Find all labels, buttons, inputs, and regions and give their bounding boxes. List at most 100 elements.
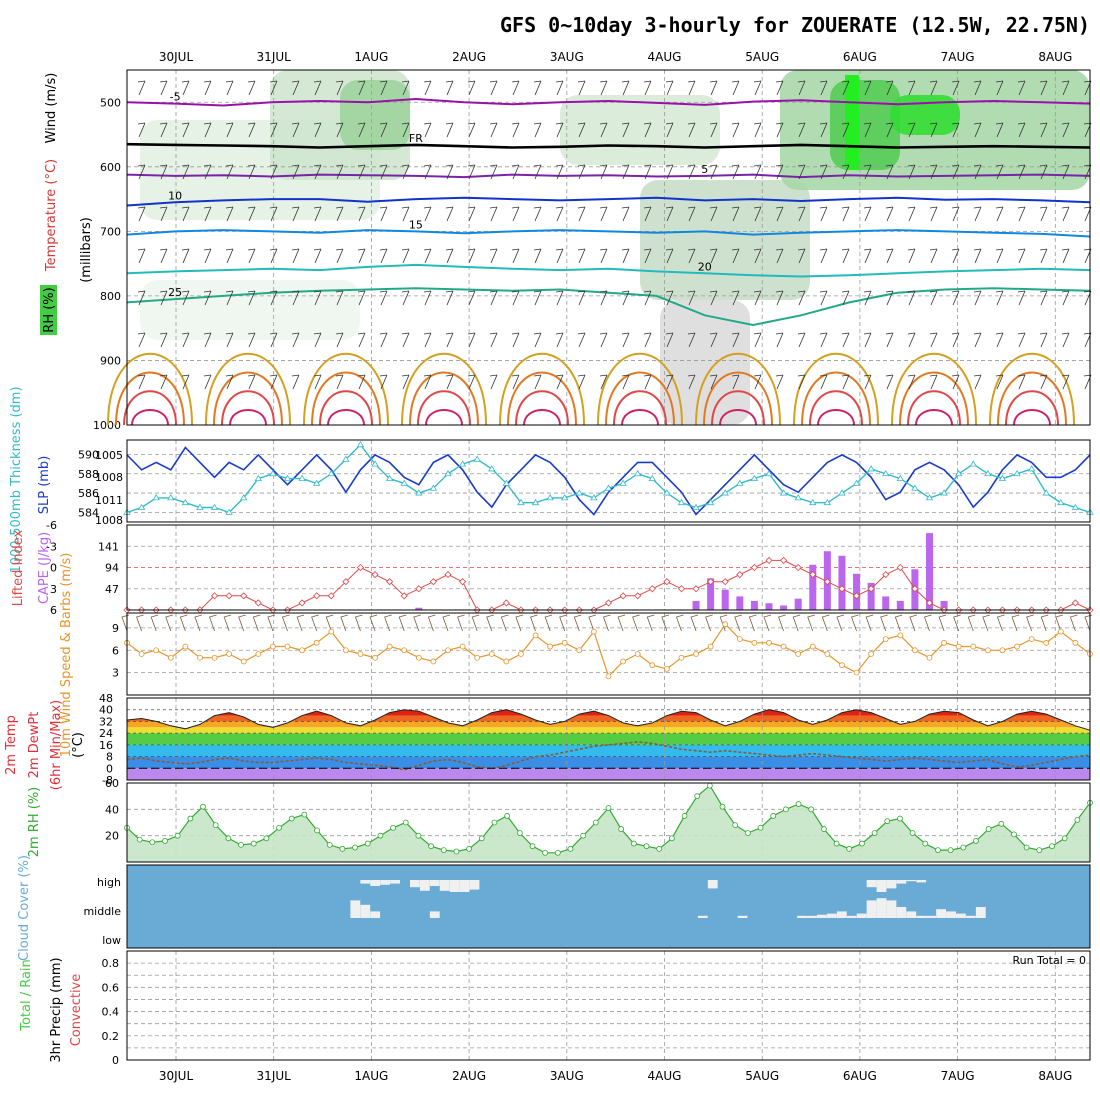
wind-barb — [291, 206, 300, 222]
wind-barb — [137, 122, 146, 138]
wind-speed-marker — [795, 651, 802, 657]
surface-temperature-contour — [123, 390, 177, 426]
wind-barb — [885, 80, 894, 96]
wind-barb — [357, 374, 366, 390]
panels: 5006007008009001000-5FR510152025(milliba… — [4, 69, 1094, 1067]
wind-barb — [907, 122, 916, 138]
temperature-band — [127, 721, 1090, 728]
wind-barb — [643, 374, 652, 390]
wind-barb — [203, 332, 212, 348]
wind-barb — [731, 374, 740, 390]
middle-cloud-cell — [797, 915, 808, 918]
wind-barb — [445, 80, 454, 96]
surface-temperature-contour — [221, 390, 275, 426]
surface-wind-barb — [340, 614, 348, 632]
rh-marker — [757, 824, 764, 831]
wind-barb — [489, 206, 498, 222]
wind-speed-marker — [912, 647, 918, 654]
wind-barb — [225, 374, 234, 390]
rh-marker — [1023, 844, 1030, 851]
wind-barb — [687, 122, 696, 138]
lifted-index-marker — [254, 599, 262, 607]
li-tick-label: -3 — [46, 540, 57, 553]
rh-marker — [364, 840, 371, 847]
surface-wind-barb — [836, 614, 845, 632]
rh-marker — [744, 830, 751, 836]
wind-barb — [621, 122, 630, 138]
wind-barb — [1039, 332, 1048, 348]
wind-barb — [599, 332, 608, 348]
wind-barb — [555, 248, 564, 264]
wind-barb — [665, 206, 674, 222]
lifted-index-marker — [225, 592, 233, 600]
thickness-marker — [429, 484, 438, 491]
thickness-marker — [882, 469, 890, 477]
thickness-marker — [1042, 489, 1050, 496]
surface-wind-barb — [384, 614, 392, 632]
temperature-band — [127, 744, 1090, 757]
thickness-marker — [677, 498, 686, 506]
isoline-label: 5 — [701, 163, 708, 176]
rh-marker — [326, 841, 333, 848]
thickness-marker — [954, 469, 963, 477]
bottom-date-label: 2AUG — [452, 1069, 486, 1083]
wind-barb — [203, 164, 212, 180]
wind-barb — [423, 164, 432, 180]
middle-cloud-cell — [846, 915, 857, 918]
wind-barb — [533, 290, 542, 306]
wind-barb — [335, 374, 344, 390]
wind-barb — [137, 164, 146, 180]
surface-wind-barb — [442, 614, 451, 632]
wind-barb — [1061, 122, 1070, 138]
wind-speed-marker — [882, 636, 889, 642]
lifted-index-marker — [823, 578, 831, 586]
wind-barb — [401, 122, 410, 138]
wind-barb — [885, 374, 894, 390]
wind-barb — [929, 122, 938, 138]
wind-barb — [445, 122, 454, 138]
rh-marker — [352, 844, 358, 851]
wind-barb — [621, 290, 630, 306]
lifted-index-marker — [896, 563, 904, 572]
wind-barb — [269, 332, 278, 348]
slp-tick-label: 1011 — [95, 494, 123, 507]
wind-barb — [555, 80, 564, 96]
surface-temperature-contour — [107, 352, 193, 426]
wind-barb — [159, 290, 168, 306]
surface-wind-barb — [121, 614, 130, 632]
thickness-marker — [809, 498, 817, 506]
cape-bar — [940, 600, 948, 610]
wind-speed-marker — [751, 639, 758, 646]
wind-speed-line — [126, 623, 1091, 678]
surface-wind-barb — [967, 614, 976, 632]
wind-barb — [379, 248, 388, 264]
lifted-index-marker — [692, 585, 700, 593]
wind-barb — [159, 206, 168, 222]
surface-wind-barb — [500, 614, 509, 632]
thickness-tick-label: 586 — [78, 487, 99, 500]
wind-barb — [247, 206, 256, 222]
temperature-band — [127, 756, 1090, 769]
thickness-marker — [342, 455, 350, 462]
surface-wind-barb — [851, 614, 859, 632]
high-cloud-cell — [439, 880, 450, 891]
wind-barb — [687, 374, 696, 390]
surface-temperature-contour — [695, 352, 781, 426]
surface-temperature-contour — [409, 371, 479, 426]
wind-barb — [225, 290, 234, 306]
precip-tick-label: 0.8 — [102, 957, 120, 970]
wind-barb — [357, 332, 366, 348]
wind-barb — [247, 164, 256, 180]
lifted-index-marker — [240, 592, 248, 600]
wind-barb — [1017, 248, 1026, 264]
thickness-marker — [444, 469, 452, 477]
middle-cloud-cell — [697, 915, 708, 918]
wind-barb — [1039, 122, 1048, 138]
surface-wind-barb — [296, 614, 305, 632]
wind-barb — [159, 374, 168, 390]
wind-barb — [863, 290, 872, 306]
rh-marker — [200, 803, 206, 810]
wind-barb — [269, 206, 278, 222]
surface-temperature-contour — [621, 409, 659, 426]
rh-marker — [909, 830, 916, 836]
